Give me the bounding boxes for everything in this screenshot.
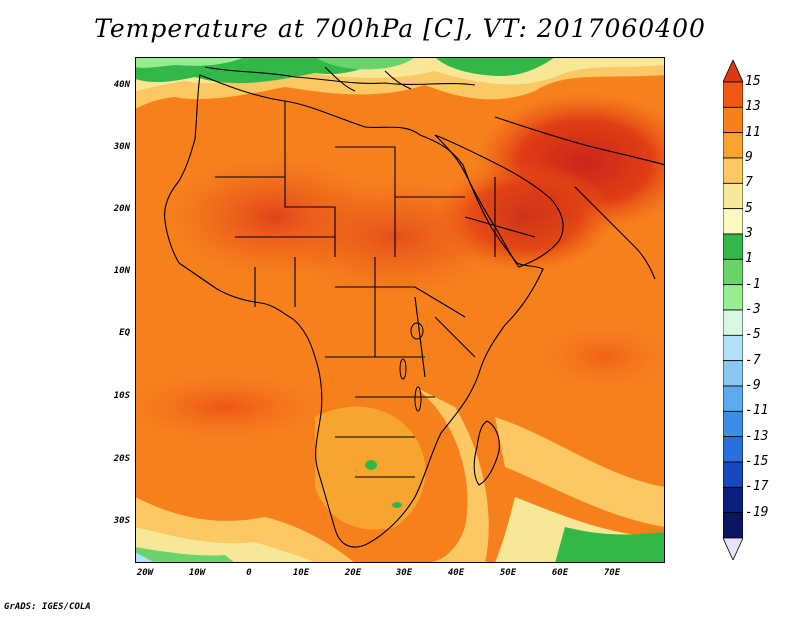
colorbar-segment [723,486,743,514]
x-tick-label: 10E [292,568,310,578]
colorbar-segment [723,284,743,311]
colorbar-tick-label: -11 [745,403,769,419]
colorbar-segment [723,512,743,539]
colorbar-min-triangle [723,537,743,560]
colorbar-tick-label: -3 [745,302,761,317]
color-bar [723,60,743,560]
colorbar-tick-label: -13 [745,428,769,444]
x-tick-label: 10W [188,568,206,578]
x-tick-label: 30E [395,568,413,578]
y-tick-label: 10S [113,391,130,401]
colorbar-tick-label: 5 [745,200,753,216]
colorbar-segment [723,157,743,184]
x-tick-label: 60E [551,568,569,578]
credit-text: GrADS: IGES/COLA [4,602,91,612]
map-title: Temperature at 700hPa [C], VT: 201706040… [94,14,706,43]
colorbar-segment [723,106,743,134]
lakes [399,322,424,412]
x-tick-label: 20W [136,568,154,578]
colorbar-segment [723,258,743,286]
colorbar-tick-label: 11 [745,124,761,140]
colorbar-tick-label: -19 [745,504,769,520]
colorbar-tick-label: -15 [745,454,769,469]
temperature-map [135,57,665,563]
colorbar-segment [723,208,743,235]
colorbar-tick-label: -1 [745,276,761,292]
colorbar-tick-label: 13 [745,99,761,115]
y-tick-label: 30S [113,516,130,526]
y-tick-label: 20S [113,454,130,464]
x-tick-label: 0 [246,568,252,578]
x-tick-label: 20E [344,568,362,578]
x-tick-label: 50E [499,568,517,578]
coastlines [164,66,665,548]
colorbar-segment [723,385,743,412]
y-tick-label: 20N [113,204,130,214]
colorbar-tick-label: 9 [745,150,753,165]
colorbar-segment [723,436,743,463]
y-tick-label: EQ [119,328,130,338]
colorbar-segment [723,334,743,362]
colorbar-tick-label: 7 [745,175,753,191]
colorbar-segment [723,182,743,210]
colorbar-segment [723,309,743,336]
x-tick-label: 40E [447,568,465,578]
colorbar-tick-label: -7 [745,352,761,368]
y-tick-label: 10N [113,266,130,276]
y-tick-label: 40N [113,80,130,90]
colorbar-max-triangle [723,60,743,83]
colorbar-segment [723,233,743,260]
y-tick-label: 30N [113,142,130,152]
temperature-field [135,57,665,563]
colorbar-segment [723,461,743,488]
x-tick-label: 70E [603,568,621,578]
colorbar-tick-label: -9 [745,378,761,393]
colorbar-tick-label: 3 [745,226,753,241]
colorbar-segment [723,410,743,438]
colorbar-tick-label: -17 [745,479,769,495]
colorbar-segment [723,360,743,387]
colorbar-tick-label: 1 [745,251,753,267]
colorbar-segment [723,81,743,108]
colorbar-tick-label: 15 [745,74,761,89]
colorbar-segment [723,132,743,159]
colorbar-tick-label: -5 [745,327,761,343]
